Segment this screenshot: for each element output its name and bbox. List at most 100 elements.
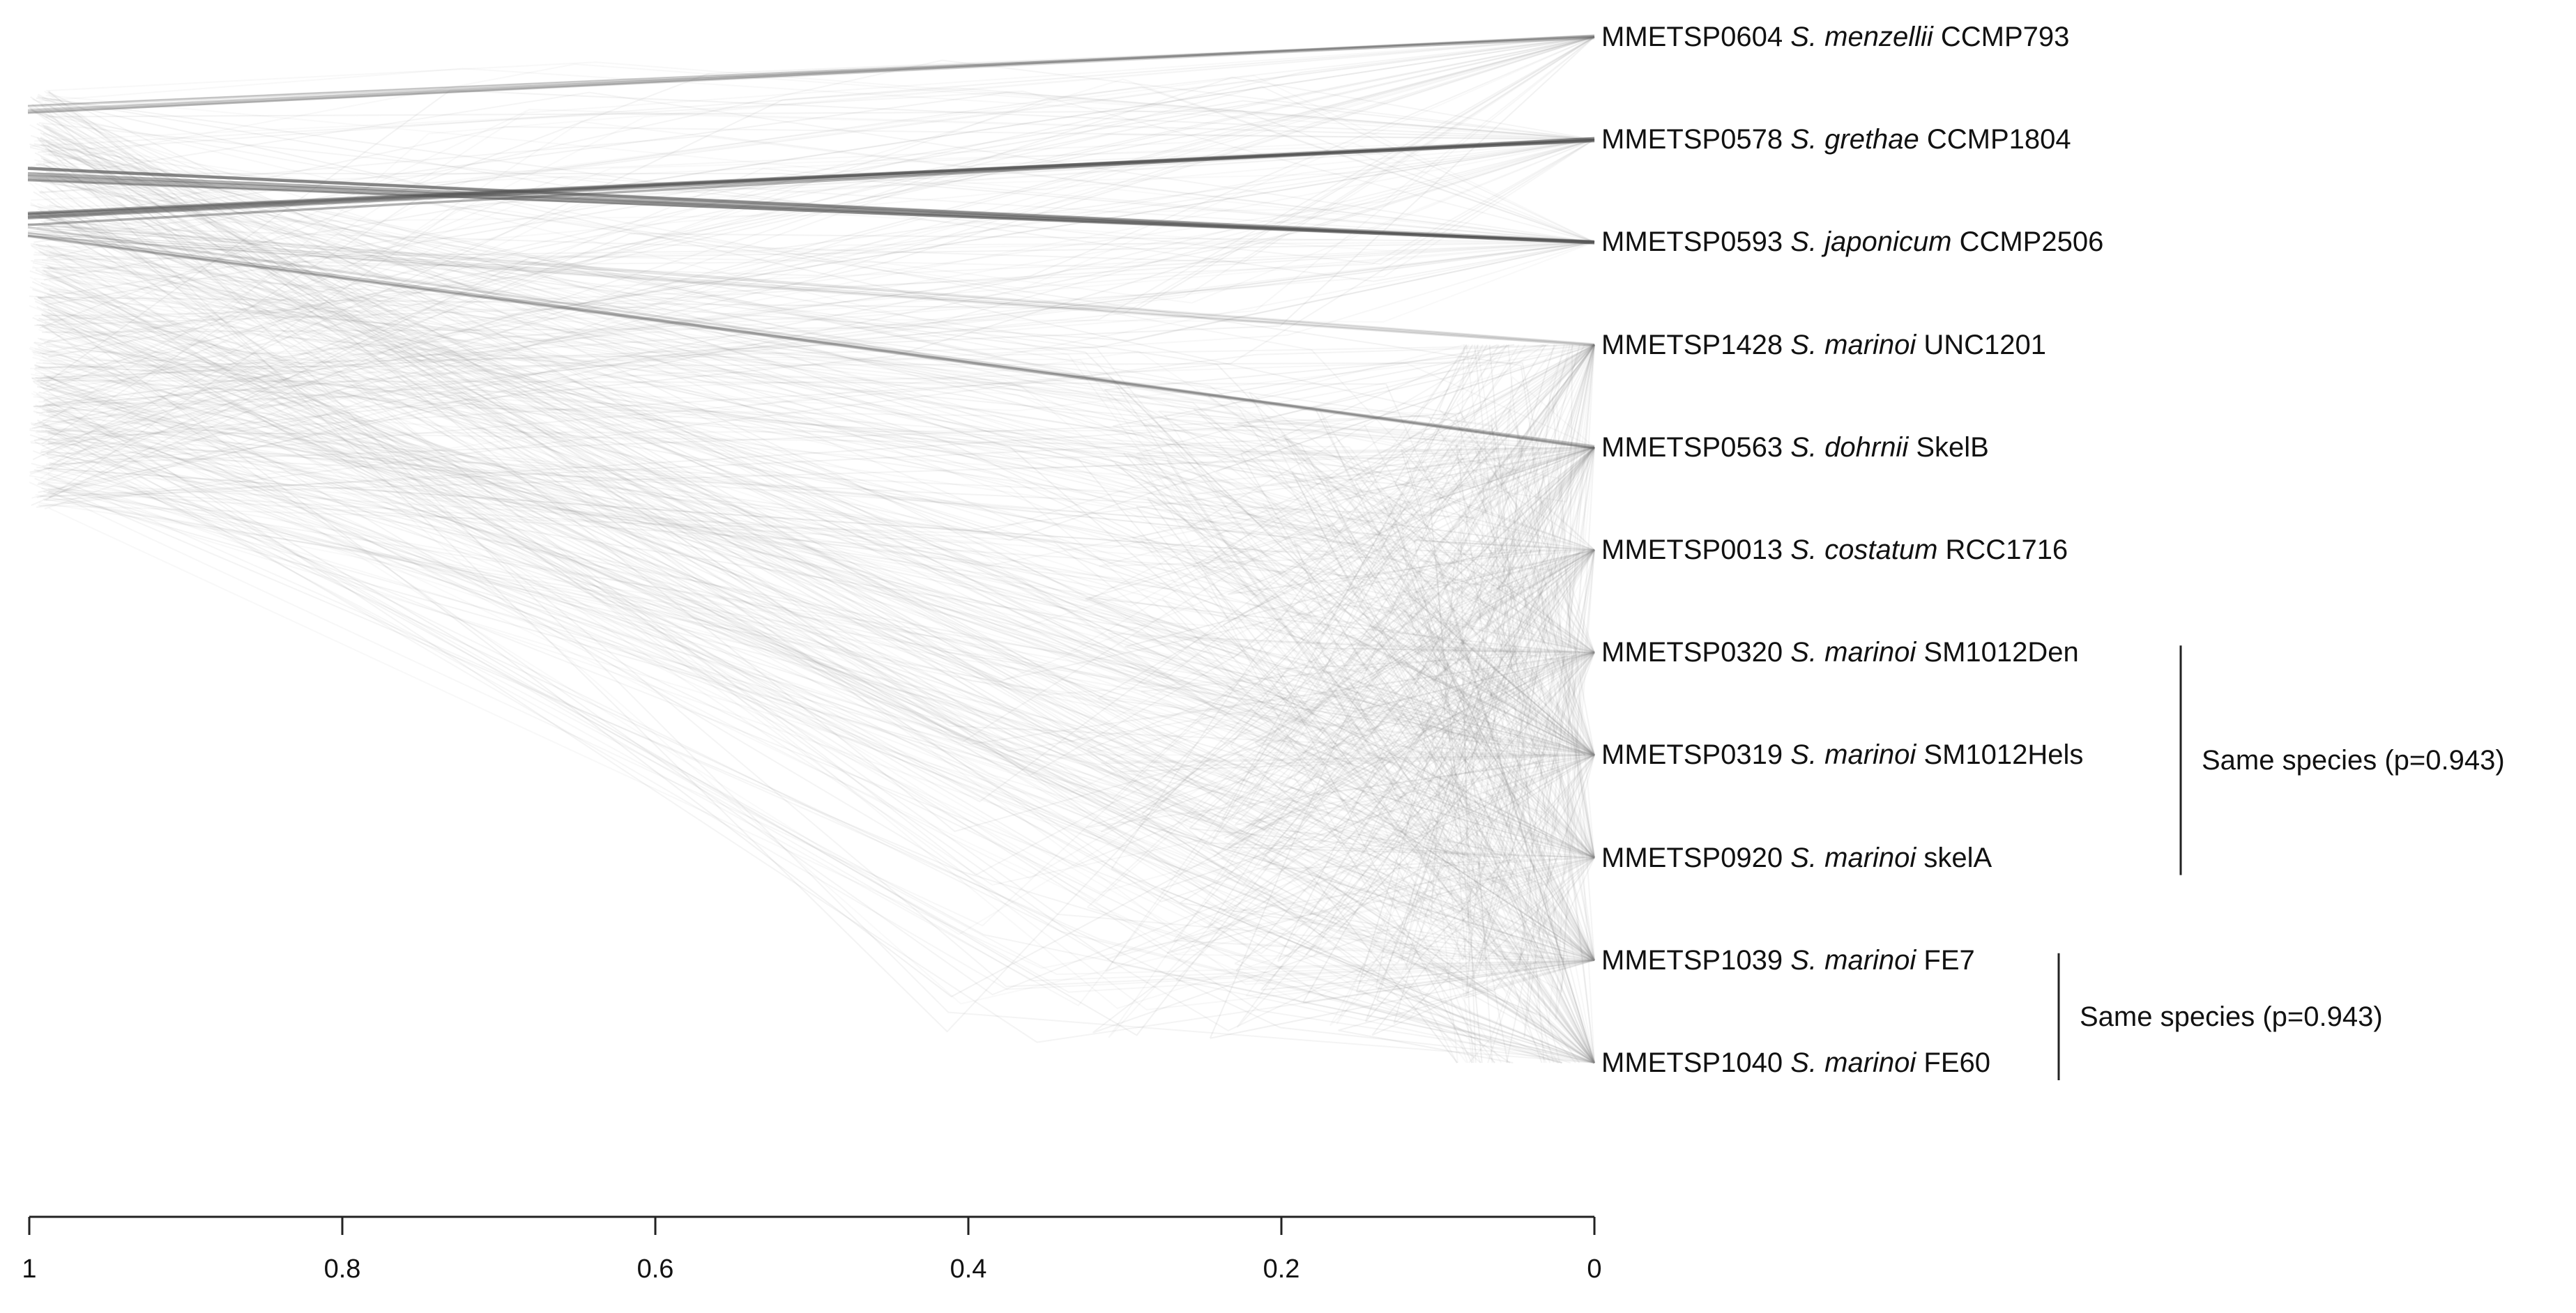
tree-branch [43,161,1595,252]
tree-branch [35,344,1595,412]
tree-branch [36,36,1595,111]
tree-branch [1416,344,1595,961]
tree-branch [33,91,1595,243]
tree-branch [49,170,1595,519]
tree-branch [1416,549,1595,859]
tree-branch [40,482,1595,749]
tree-branch [47,148,1595,961]
tree-branch [1463,408,1595,858]
tree-branch [1111,344,1595,1064]
tree-branch [48,167,1595,466]
tree-branch [39,251,1595,756]
tree-branch [40,446,1595,519]
tree-branch [1138,447,1595,961]
tree-branch [29,146,1595,356]
tree-branch [49,497,1595,751]
tree-branch [39,296,1595,859]
tree-branch [43,139,1595,402]
tree-branch [1500,402,1595,1064]
tree-branch [1108,632,1595,859]
tree-branch [47,36,1595,471]
tree-branch [1221,652,1595,961]
tree-branch [1440,447,1595,960]
tree-branch [42,241,1595,333]
tree-branch [1345,691,1595,859]
leaf-species: S. marinoi [1783,944,1916,976]
tree-branch [44,327,1595,1064]
tree-branch [43,125,1595,903]
tree-branch [37,95,1595,921]
leaf-label: MMETSP0563 S. dohrnii SkelB [1601,431,1989,464]
tree-main-branch [27,36,1595,107]
tree-branch [1537,866,1595,961]
tree-branch [30,77,1595,475]
tree-branch [44,221,1595,1020]
tree-main-branch [27,175,1595,243]
tree-branch [1393,344,1595,1024]
tree-branch [33,143,1595,858]
tree-branch [34,377,1595,760]
tree-branch [1476,344,1595,961]
tree-main-branch [27,226,1595,450]
tree-branch [43,375,1595,939]
tree-branch [37,337,1595,944]
tree-branch [41,273,1595,1064]
tree-branch [33,351,1595,459]
tree-branch [1106,754,1595,960]
tree-branch [38,36,1595,424]
tree-branch [35,493,1595,961]
tree-branch [47,265,1595,867]
tree-branch [38,139,1595,208]
tree-branch [1136,506,1595,1064]
tree-branch [1477,857,1595,1064]
tree-branch [33,396,1595,653]
tree-branch [1237,421,1595,654]
tree-branch [1567,344,1595,1064]
tree-branch [38,401,1595,551]
tree-branch [43,252,1595,654]
x-tick-label: 0.4 [950,1254,987,1284]
tree-branch [1474,447,1595,756]
tree-branch [48,507,1595,969]
tree-branch [1463,509,1595,960]
tree-branch [43,139,1595,406]
tree-branch [1085,446,1595,756]
tree-branch [39,135,1595,243]
tree-branch [40,282,1595,756]
tree-branch [49,139,1595,467]
tree-branch [1221,344,1595,821]
tree-branch [47,491,1595,961]
tree-branch [45,148,1595,1064]
tree-branch [1361,857,1595,961]
tree-branch [45,36,1595,316]
tree-branch [40,337,1595,756]
tree-branch [34,112,1595,142]
tree-branch [33,36,1595,277]
tree-branch [37,162,1595,976]
tree-branch [1101,754,1595,765]
tree-branch [1377,539,1595,961]
tree-branch [47,209,1595,961]
tree-branch [43,132,1595,584]
tree-branch [33,63,1595,167]
tree-branch [36,123,1595,1064]
tree-main-branch [27,177,1595,244]
tree-branch [41,344,1595,708]
tree-branch [1147,497,1595,1064]
tree-branch [49,266,1595,961]
tree-branch [1088,597,1595,756]
tree-branch [33,171,1595,654]
tree-branch [1132,635,1595,756]
tree-branch [1161,597,1595,1064]
tree-branch [1099,446,1595,567]
leaf-strain: skelA [1916,842,1992,873]
tree-branch [48,456,1595,1064]
tree-branch [1392,857,1595,909]
tree-branch [1372,447,1595,1064]
tree-branch [1537,549,1595,859]
tree-branch [47,488,1595,859]
tree-branch [1338,959,1595,1064]
tree-branch [33,376,1595,1064]
tree-branch [36,137,1595,876]
tree-main-branch [27,230,1595,346]
